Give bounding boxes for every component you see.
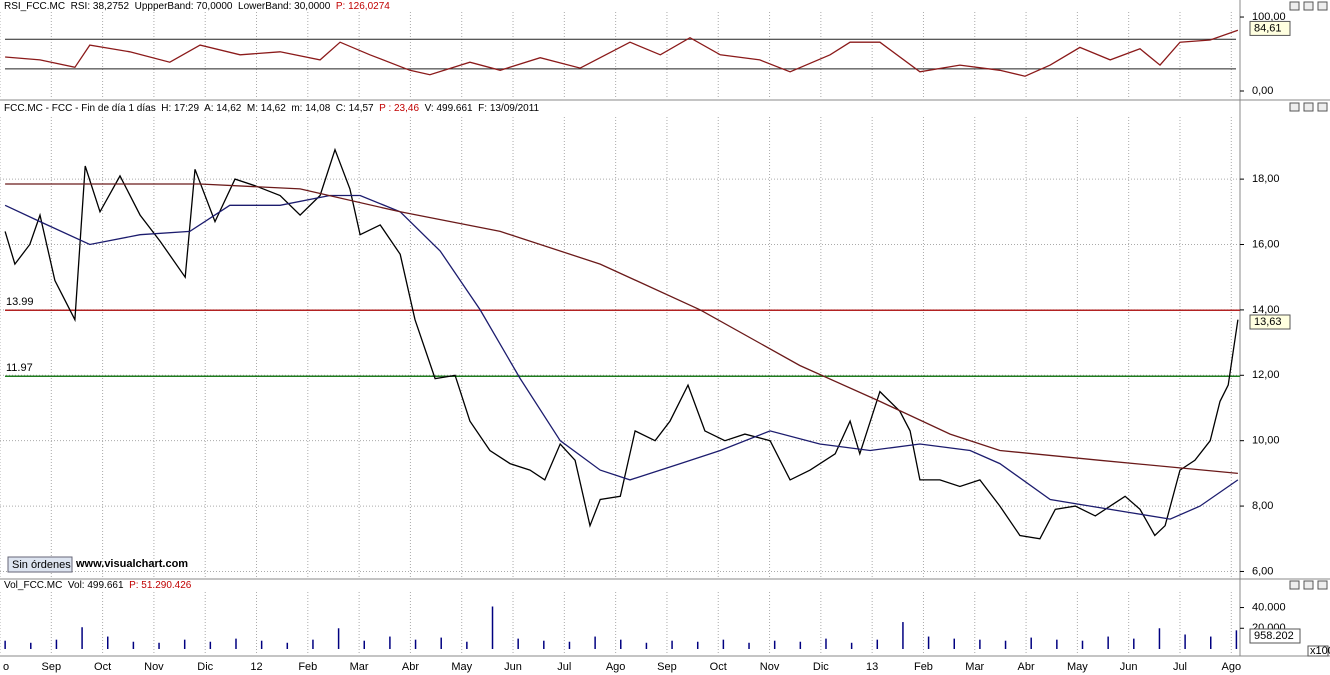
series-line — [5, 183, 1238, 475]
x-tick-label: Ago — [606, 661, 626, 673]
window-button[interactable] — [1303, 580, 1314, 590]
header-note: P: 126,0274 — [336, 1, 390, 12]
last-value-label: 958.202 — [1254, 630, 1294, 642]
y-tick-label: 100,00 — [1252, 11, 1286, 23]
x-tick-label: Ago — [1221, 661, 1241, 673]
window-button[interactable] — [1289, 580, 1300, 590]
window-button[interactable] — [1317, 102, 1328, 112]
y-tick-label: 6,00 — [1252, 565, 1273, 577]
last-value-label: 13,63 — [1254, 316, 1282, 328]
x-tick-label: Sep — [42, 661, 62, 673]
x-tick-label: Mar — [965, 661, 984, 673]
level-label: 11.97 — [6, 362, 33, 374]
header-text: Vol_FCC.MC Vol: 499.661 — [4, 580, 129, 591]
series-line — [4, 194, 1239, 520]
x-tick-label: Abr — [402, 661, 419, 673]
orders-button[interactable] — [7, 556, 73, 573]
x-tick-label: Feb — [914, 661, 933, 673]
y-tick-label: 16,00 — [1252, 238, 1280, 250]
header-note: P : 23,46 — [379, 103, 419, 114]
level-label: 13.99 — [6, 296, 34, 308]
x-tick-label: Oct — [710, 661, 727, 673]
y-tick-label: 18,00 — [1252, 173, 1280, 185]
x-tick-label: Mar — [350, 661, 369, 673]
unit-box — [1307, 645, 1329, 657]
window-button[interactable] — [1289, 1, 1300, 11]
panel-header: Vol_FCC.MC Vol: 499.661 P: 51.290.426 — [4, 580, 192, 591]
x-tick-label: o — [3, 661, 9, 673]
header-tail: V: 499.661 F: 13/09/2011 — [419, 103, 540, 114]
x-tick-label: Jul — [557, 661, 571, 673]
y-tick-label: 12,00 — [1252, 369, 1280, 381]
window-button[interactable] — [1303, 102, 1314, 112]
x-tick-label: Jul — [1173, 661, 1187, 673]
series-line — [5, 29, 1239, 77]
watermark: www.visualchart.com — [75, 558, 188, 570]
x-tick-label: Jun — [1120, 661, 1138, 673]
orders-button-label: Sin órdenes — [12, 559, 71, 571]
x-tick-label: Dic — [197, 661, 213, 673]
y-tick-label: 10,00 — [1252, 435, 1280, 447]
window-button[interactable] — [1317, 1, 1328, 11]
y-tick-label: 14,00 — [1252, 304, 1280, 316]
panel-header: FCC.MC - FCC - Fin de día 1 días H: 17:2… — [4, 103, 540, 114]
window-button[interactable] — [1303, 1, 1314, 11]
x-tick-label: Dic — [813, 661, 829, 673]
window-button[interactable] — [1289, 102, 1300, 112]
x-tick-label: Feb — [298, 661, 317, 673]
window-button[interactable] — [1317, 580, 1328, 590]
last-value-box — [1249, 20, 1291, 36]
last-value-label: 84,61 — [1254, 22, 1282, 34]
header-text: FCC.MC - FCC - Fin de día 1 días H: 17:2… — [4, 103, 379, 114]
window-buttons — [1289, 1, 1328, 590]
x-tick-label: May — [1067, 661, 1088, 673]
header-text: RSI_FCC.MC RSI: 38,2752 UppperBand: 70,0… — [4, 1, 336, 12]
x-tick-label: Nov — [760, 661, 780, 673]
y-tick-label: 40.000 — [1252, 601, 1286, 613]
unit-label: x100 — [1310, 645, 1330, 657]
series-line — [4, 147, 1239, 540]
x-tick-label: May — [451, 661, 472, 673]
x-tick-label: Abr — [1018, 661, 1035, 673]
panel-header: RSI_FCC.MC RSI: 38,2752 UppperBand: 70,0… — [4, 1, 390, 12]
x-tick-label: Sep — [657, 661, 677, 673]
x-tick-label: Nov — [144, 661, 164, 673]
x-tick-label: Oct — [94, 661, 111, 673]
y-tick-label: 8,00 — [1252, 500, 1273, 512]
last-value-box — [1249, 628, 1301, 644]
x-tick-label: 12 — [250, 661, 262, 673]
header-note: P: 51.290.426 — [129, 580, 192, 591]
y-tick-label: 0,00 — [1252, 85, 1273, 97]
last-value-box — [1249, 314, 1291, 330]
x-tick-label: 13 — [866, 661, 878, 673]
x-tick-label: Jun — [504, 661, 522, 673]
